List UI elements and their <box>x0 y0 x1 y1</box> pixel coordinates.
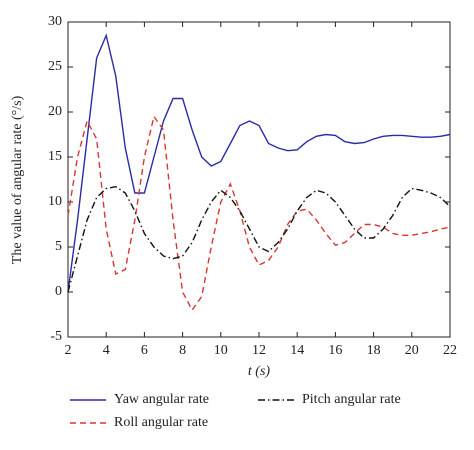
x-tick-label: 16 <box>328 343 342 358</box>
x-tick-label: 18 <box>367 343 381 358</box>
y-tick-label: -5 <box>50 329 62 344</box>
x-tick-label: 10 <box>214 343 228 358</box>
y-tick-label: 10 <box>48 194 62 209</box>
x-tick-label: 8 <box>179 343 186 358</box>
plot-frame <box>67 21 451 338</box>
x-tick-label: 4 <box>103 343 110 358</box>
x-axis-label: t (s) <box>248 364 271 379</box>
series-line <box>67 33 451 293</box>
x-tick-label: 6 <box>141 343 148 358</box>
x-tick-label: 14 <box>290 343 304 358</box>
x-tick-label: 2 <box>65 343 72 358</box>
legend-label: Yaw angular rate <box>114 392 209 407</box>
y-tick-label: 0 <box>55 284 62 299</box>
y-tick-label: 15 <box>48 149 62 164</box>
series-line <box>67 114 451 312</box>
series-line <box>67 185 451 293</box>
y-axis-label: The value of angular rate (°/s) <box>10 95 25 264</box>
y-tick-label: 5 <box>55 239 62 254</box>
x-tick-label: 22 <box>443 343 457 358</box>
legend-label: Roll angular rate <box>114 415 208 430</box>
y-tick-label: 30 <box>48 14 62 29</box>
y-tick-label: 20 <box>48 104 62 119</box>
y-tick-label: 25 <box>48 59 62 74</box>
x-tick-label: 20 <box>405 343 419 358</box>
legend-label: Pitch angular rate <box>302 392 401 407</box>
x-tick-label: 12 <box>252 343 266 358</box>
